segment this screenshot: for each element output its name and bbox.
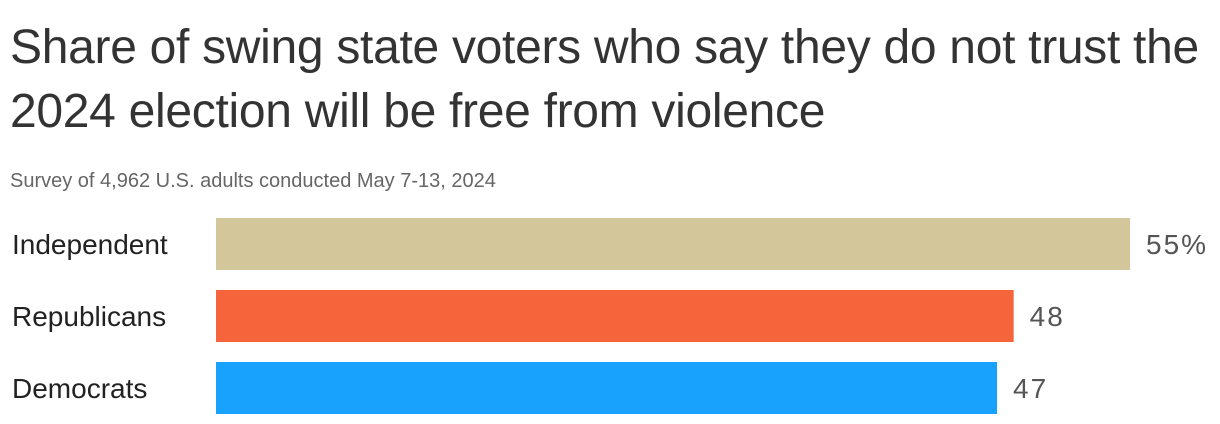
value-label-independent: 55% <box>1146 229 1208 260</box>
category-label-democrats: Democrats <box>12 373 147 404</box>
value-label-republicans: 48 <box>1030 301 1065 332</box>
value-label-democrats: 47 <box>1013 373 1048 404</box>
bar-independent <box>216 218 1130 270</box>
category-label-republicans: Republicans <box>12 301 166 332</box>
bar-republicans <box>216 290 1014 342</box>
chart-title: Share of swing state voters who say they… <box>10 21 1199 138</box>
category-label-independent: Independent <box>12 229 168 260</box>
bar-democrats <box>216 362 998 414</box>
chart-subtitle: Survey of 4,962 U.S. adults conducted Ma… <box>10 170 496 192</box>
